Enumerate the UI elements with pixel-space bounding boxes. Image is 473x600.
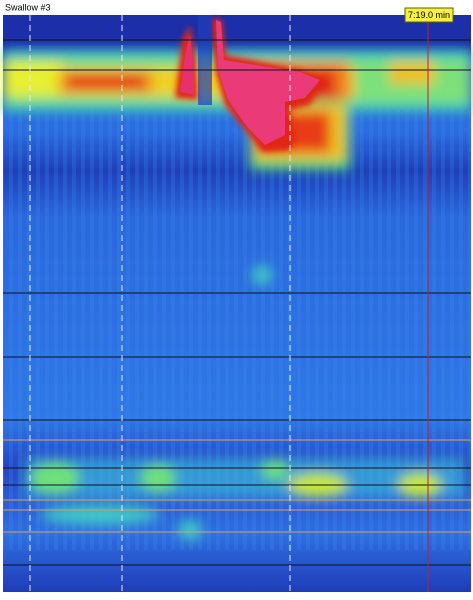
time-label: 7:19.0 min [408,10,450,20]
lower-band [25,265,465,540]
time-label-box [404,7,454,23]
pressure-peak-core [216,20,320,145]
header-bar [0,0,473,15]
sensor-lines [3,39,471,566]
pressure-peak-core [180,35,194,95]
time-grid [29,15,291,592]
marker-lines [3,439,471,533]
title: Swallow #3 [5,2,51,12]
gap [198,15,212,105]
footer [28,592,473,600]
